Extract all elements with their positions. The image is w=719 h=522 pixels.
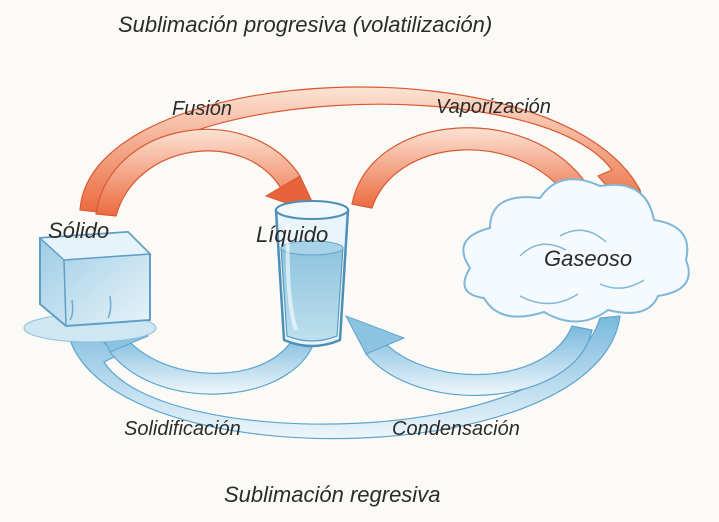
label-condensacion: Condensación bbox=[392, 418, 520, 441]
label-solido: Sólido bbox=[48, 218, 109, 244]
label-fusion: Fusión bbox=[172, 98, 232, 121]
diagram-stage: Sublimación progresiva (volatilización) … bbox=[0, 0, 719, 522]
label-liquido: Líquido bbox=[256, 222, 328, 248]
state-solid-icon bbox=[24, 232, 156, 342]
label-solidificacion: Solidificación bbox=[124, 418, 241, 441]
title-bottom: Sublimación regresiva bbox=[224, 482, 440, 508]
title-top: Sublimación progresiva (volatilización) bbox=[118, 12, 492, 38]
label-vaporizacion: Vaporización bbox=[436, 96, 551, 119]
label-gaseoso: Gaseoso bbox=[544, 246, 632, 272]
